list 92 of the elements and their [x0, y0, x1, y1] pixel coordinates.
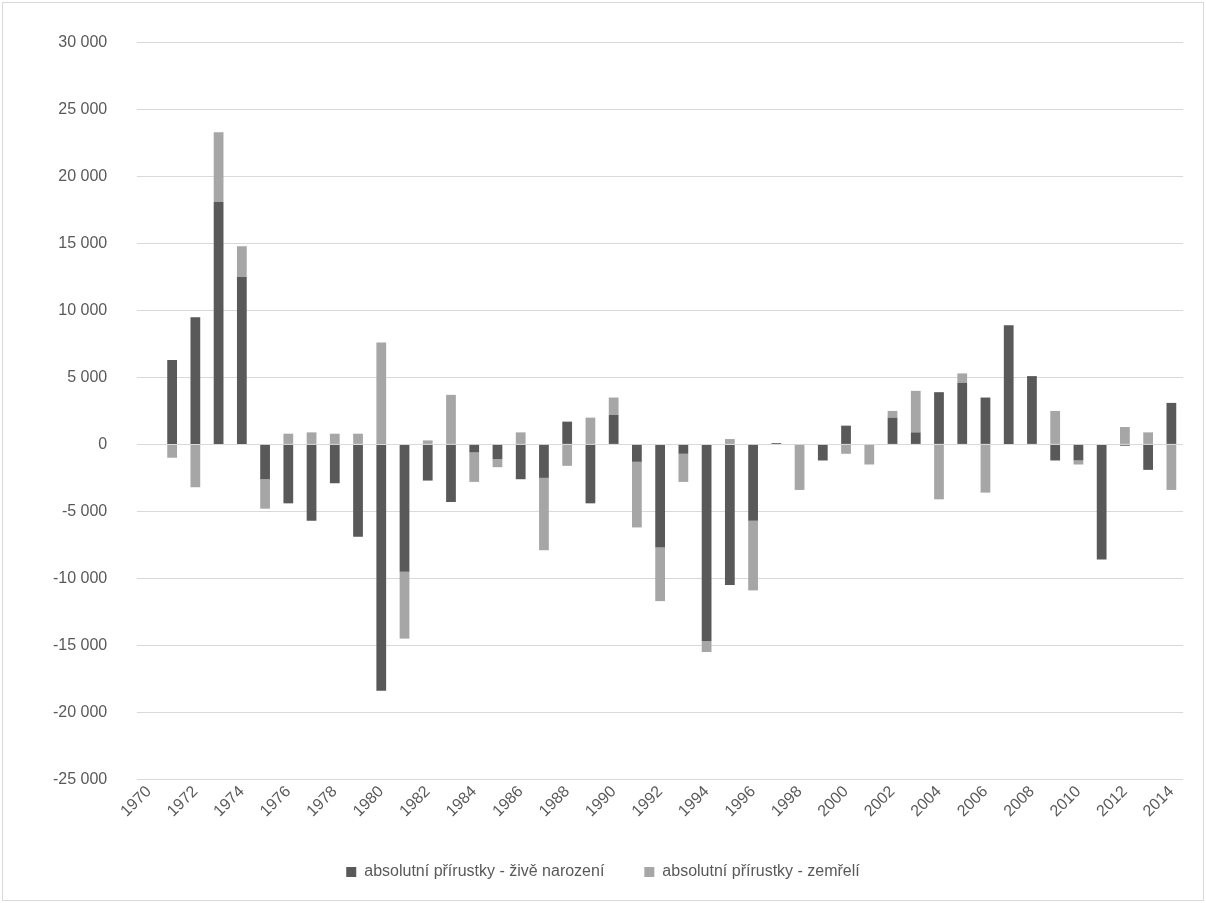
- bar: [794, 444, 805, 490]
- y-tick-label: -15 000: [53, 635, 108, 653]
- bar: [515, 432, 526, 444]
- bar: [585, 444, 596, 504]
- bar: [1073, 460, 1084, 465]
- legend-label: absolutní přírustky - zemřelí: [662, 862, 861, 880]
- bar: [748, 444, 758, 521]
- bar: [701, 641, 712, 653]
- bar: [748, 520, 758, 591]
- bar: [329, 444, 340, 484]
- bar: [678, 444, 689, 454]
- bar: [1166, 444, 1177, 490]
- bar: [213, 132, 224, 202]
- y-tick-label: 10 000: [58, 300, 108, 318]
- y-tick-label: 5 000: [67, 367, 108, 385]
- bar: [562, 444, 573, 466]
- bar: [817, 444, 828, 461]
- bar: [655, 547, 666, 602]
- bar: [632, 444, 642, 462]
- bar: [910, 390, 921, 433]
- y-tick-label: 15 000: [58, 233, 108, 251]
- y-tick-label: -10 000: [53, 568, 108, 586]
- y-tick-label: -5 000: [61, 501, 108, 519]
- y-tick-label: -25 000: [53, 769, 108, 787]
- bar: [562, 421, 573, 444]
- bar: [236, 246, 247, 277]
- bar: [1143, 444, 1154, 470]
- bar: [469, 452, 480, 482]
- bar: [260, 444, 270, 480]
- bar: [492, 459, 503, 468]
- bar: [841, 425, 851, 444]
- y-tick-label: 30 000: [58, 33, 108, 51]
- bar: [236, 276, 247, 444]
- bar: [283, 444, 294, 504]
- bar: [724, 444, 735, 586]
- y-tick-label: -20 000: [53, 702, 108, 720]
- bar: [1027, 376, 1037, 444]
- bar: [492, 444, 503, 460]
- bar: [167, 360, 177, 444]
- bar: [399, 571, 410, 639]
- bar: [701, 444, 712, 642]
- y-tick-label: 0: [98, 434, 108, 452]
- bar: [539, 477, 549, 551]
- bar: [1096, 444, 1107, 560]
- bar: [678, 453, 689, 482]
- y-tick-label: 25 000: [58, 99, 108, 117]
- bar: [353, 444, 363, 537]
- bar: [376, 444, 387, 691]
- bar: [1050, 444, 1061, 461]
- bar: [515, 444, 526, 480]
- bar: [1003, 325, 1014, 444]
- bar: [910, 432, 921, 444]
- bar: [329, 433, 340, 444]
- bar: [469, 444, 480, 453]
- bar: [864, 444, 875, 465]
- bar: [539, 444, 549, 478]
- bar: [655, 444, 666, 548]
- bar: [957, 382, 968, 444]
- bar: [446, 394, 456, 444]
- bar: [190, 444, 201, 488]
- bar: [1120, 427, 1130, 444]
- bar: [283, 433, 294, 444]
- bar: [167, 444, 177, 458]
- bar: [887, 410, 898, 418]
- bar: [306, 432, 317, 444]
- bar: [934, 444, 944, 500]
- bar: [399, 444, 410, 572]
- bar: [608, 414, 619, 444]
- bar: [1050, 410, 1061, 444]
- bar: [980, 444, 991, 493]
- bar: [376, 342, 387, 444]
- y-tick-label: 20 000: [58, 166, 108, 184]
- bar: [213, 201, 224, 444]
- bar: [934, 392, 944, 444]
- bar: [724, 439, 735, 444]
- bar: [632, 461, 642, 528]
- bar: [446, 444, 456, 503]
- legend-label: absolutní přírustky - živě narození: [364, 862, 605, 880]
- bar: [190, 317, 201, 444]
- bar: [353, 433, 363, 444]
- bar: [980, 397, 991, 444]
- bar: [306, 444, 317, 521]
- bar: [422, 444, 433, 481]
- bar: [887, 417, 898, 444]
- bar: [1143, 432, 1154, 444]
- bar: [422, 440, 433, 444]
- bar: [1166, 402, 1177, 444]
- bar: [585, 417, 596, 444]
- bar: [608, 397, 619, 415]
- bar: [957, 373, 968, 383]
- bar: [841, 444, 851, 454]
- bar: [260, 479, 270, 509]
